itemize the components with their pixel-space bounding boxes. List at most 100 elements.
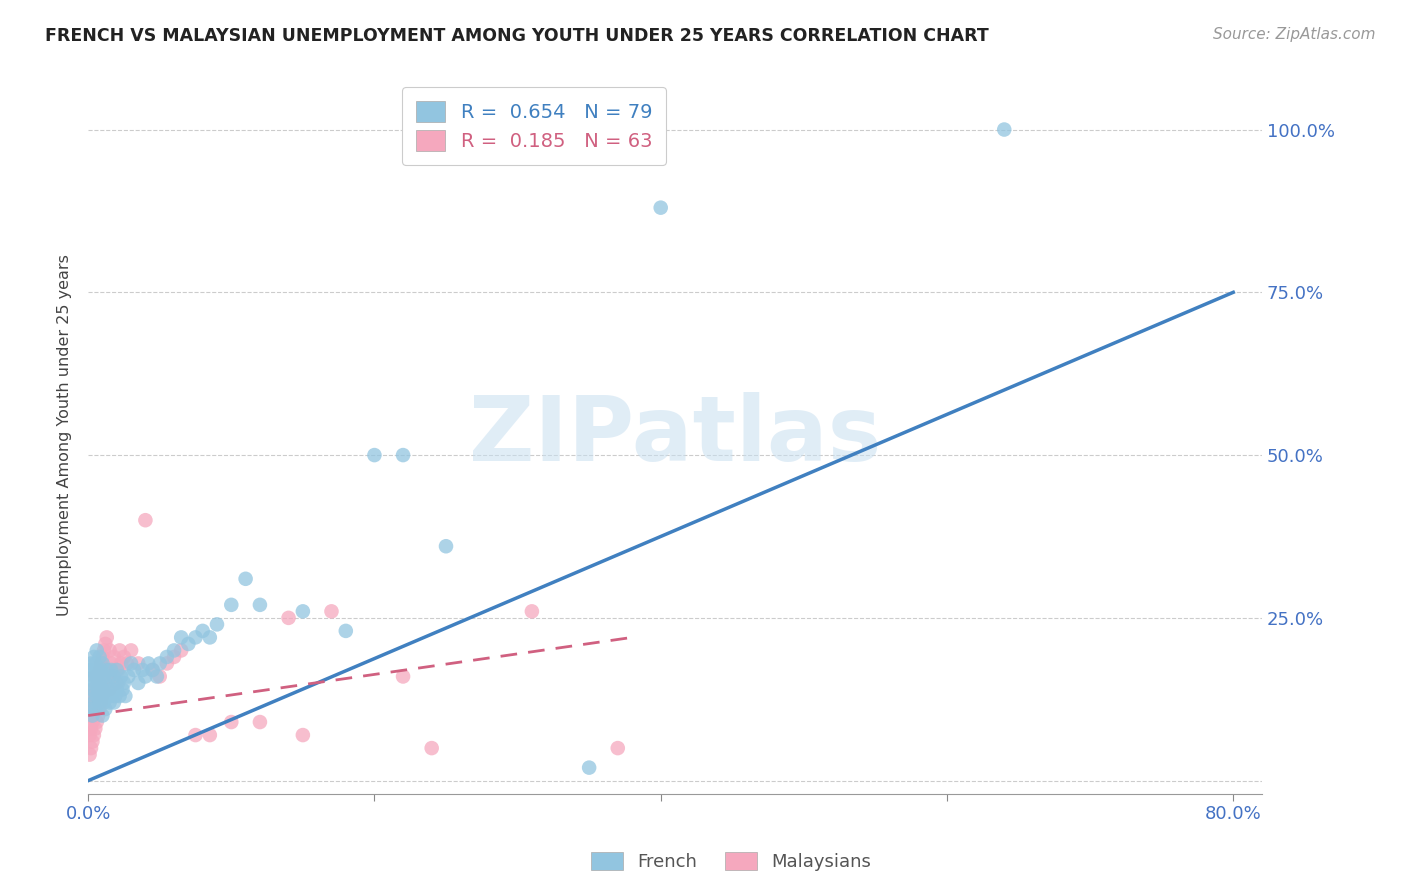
Point <box>163 649 186 664</box>
Legend: French, Malaysians: French, Malaysians <box>583 845 879 879</box>
Point <box>120 643 142 657</box>
Point <box>520 604 543 618</box>
Point <box>235 572 257 586</box>
Point <box>93 669 115 683</box>
Point <box>80 722 103 736</box>
Point <box>86 669 108 683</box>
Point <box>221 598 243 612</box>
Point <box>127 676 149 690</box>
Text: Source: ZipAtlas.com: Source: ZipAtlas.com <box>1212 27 1375 42</box>
Point <box>80 657 103 671</box>
Point <box>104 689 127 703</box>
Point <box>83 649 105 664</box>
Point <box>142 663 165 677</box>
Point <box>91 649 114 664</box>
Point <box>79 708 101 723</box>
Point <box>136 657 159 671</box>
Point <box>142 663 165 677</box>
Point <box>96 663 118 677</box>
Point <box>89 676 111 690</box>
Text: FRENCH VS MALAYSIAN UNEMPLOYMENT AMONG YOUTH UNDER 25 YEARS CORRELATION CHART: FRENCH VS MALAYSIAN UNEMPLOYMENT AMONG Y… <box>45 27 988 45</box>
Point <box>127 657 149 671</box>
Point <box>94 637 117 651</box>
Point <box>578 761 600 775</box>
Point <box>90 663 112 677</box>
Point <box>321 604 343 618</box>
Point <box>84 702 107 716</box>
Point <box>86 689 108 703</box>
Point <box>83 682 105 697</box>
Point <box>84 676 107 690</box>
Point <box>249 598 271 612</box>
Point <box>114 689 136 703</box>
Point <box>112 649 135 664</box>
Point <box>198 631 221 645</box>
Point <box>79 663 101 677</box>
Point <box>98 682 121 697</box>
Point <box>87 676 110 690</box>
Point <box>82 708 104 723</box>
Point <box>97 682 120 697</box>
Point <box>86 689 108 703</box>
Point <box>84 696 107 710</box>
Point <box>96 631 118 645</box>
Point <box>149 669 172 683</box>
Point <box>221 714 243 729</box>
Point <box>163 643 186 657</box>
Point <box>89 649 111 664</box>
Point <box>105 682 128 697</box>
Point <box>117 669 139 683</box>
Point <box>91 708 114 723</box>
Point <box>184 631 207 645</box>
Point <box>82 734 104 748</box>
Point <box>100 657 122 671</box>
Point <box>98 696 121 710</box>
Point <box>156 657 179 671</box>
Point <box>93 682 115 697</box>
Point <box>335 624 357 638</box>
Point <box>82 714 104 729</box>
Point <box>84 657 107 671</box>
Point <box>87 663 110 677</box>
Point <box>104 663 127 677</box>
Point <box>420 741 443 756</box>
Point <box>89 702 111 716</box>
Point <box>91 689 114 703</box>
Point <box>90 696 112 710</box>
Point <box>83 728 105 742</box>
Point <box>84 669 107 683</box>
Point <box>134 513 156 527</box>
Point <box>79 728 101 742</box>
Point <box>97 663 120 677</box>
Point <box>90 657 112 671</box>
Point <box>84 722 107 736</box>
Point <box>177 637 200 651</box>
Y-axis label: Unemployment Among Youth under 25 years: Unemployment Among Youth under 25 years <box>58 254 72 616</box>
Point <box>191 624 214 638</box>
Point <box>115 657 138 671</box>
Point <box>392 669 415 683</box>
Point <box>131 663 153 677</box>
Point <box>82 663 104 677</box>
Point <box>184 728 207 742</box>
Point <box>98 643 121 657</box>
Point <box>80 676 103 690</box>
Point <box>79 747 101 762</box>
Point <box>434 539 457 553</box>
Point <box>101 669 124 683</box>
Point <box>87 708 110 723</box>
Point <box>122 663 145 677</box>
Point <box>363 448 385 462</box>
Point <box>103 649 125 664</box>
Point <box>107 663 129 677</box>
Point <box>90 689 112 703</box>
Point <box>112 676 135 690</box>
Point <box>291 728 314 742</box>
Legend: R =  0.654   N = 79, R =  0.185   N = 63: R = 0.654 N = 79, R = 0.185 N = 63 <box>402 87 666 164</box>
Point <box>149 657 172 671</box>
Point <box>98 669 121 683</box>
Point <box>103 669 125 683</box>
Point <box>94 702 117 716</box>
Point <box>170 643 193 657</box>
Point <box>111 682 134 697</box>
